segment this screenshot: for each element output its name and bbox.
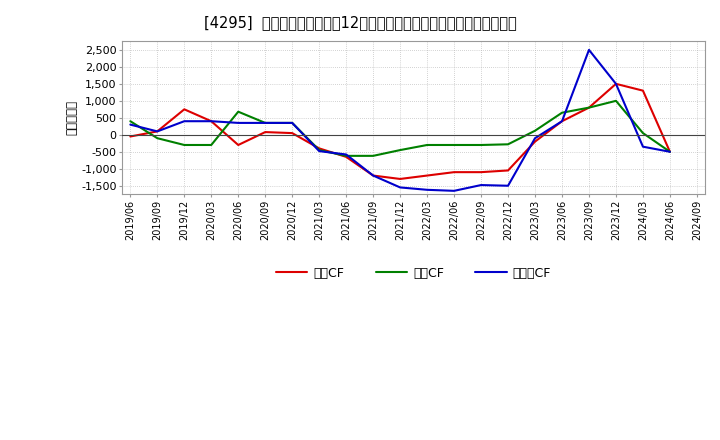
Y-axis label: （百万円）: （百万円）: [66, 100, 78, 136]
Text: [4295]  キャッシュフローの12か月移動合計の対前年同期増減額の推移: [4295] キャッシュフローの12か月移動合計の対前年同期増減額の推移: [204, 15, 516, 30]
Legend: 営業CF, 投資CF, フリーCF: 営業CF, 投資CF, フリーCF: [271, 262, 556, 285]
